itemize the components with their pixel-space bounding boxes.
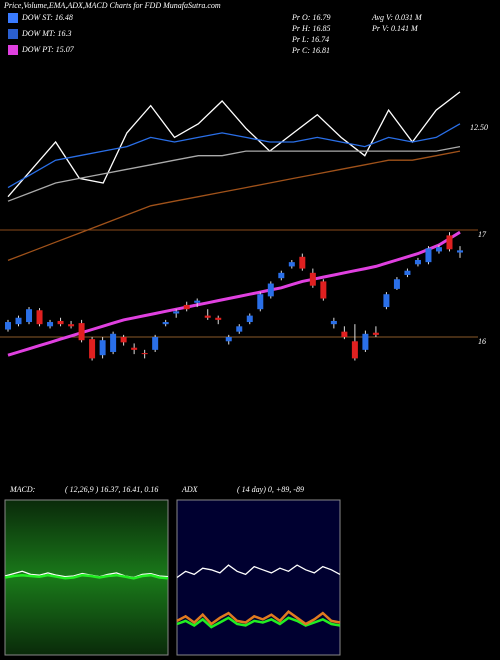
adx-panel xyxy=(176,499,341,656)
panel-subtitle: ( 12,26,9 ) 16.37, 16.41, 0.16 xyxy=(65,485,158,494)
chart-title: Price,Volume,EMA,ADX,MACD Charts for FDD… xyxy=(3,1,221,10)
series-line xyxy=(7,150,461,262)
volume-info: Pr V: 0.141 M xyxy=(371,24,419,33)
candle-body xyxy=(152,337,159,350)
series-line xyxy=(7,145,461,202)
candle-body xyxy=(257,294,264,310)
candle-body xyxy=(425,248,432,263)
candle-body xyxy=(457,250,463,253)
candle-body xyxy=(26,309,33,323)
panel-title: MACD: xyxy=(9,485,36,494)
series-line xyxy=(176,609,341,626)
candle-body xyxy=(194,300,201,303)
candle-body xyxy=(89,339,96,359)
series-line xyxy=(7,91,461,198)
candle-body xyxy=(78,323,85,341)
candle-body xyxy=(404,270,411,275)
candle-body xyxy=(99,340,106,356)
price-info: Pr H: 16.85 xyxy=(291,24,330,33)
candle-body xyxy=(414,260,421,265)
series-line xyxy=(176,564,341,579)
candle-body xyxy=(383,294,390,308)
candle-body xyxy=(173,311,180,314)
legend-label: DOW PT: 15.07 xyxy=(21,45,75,54)
legend-label: DOW ST: 16.48 xyxy=(21,13,73,22)
candle-body xyxy=(372,332,379,335)
candle-body xyxy=(309,272,316,286)
candle-body xyxy=(141,353,148,355)
price-info: Pr C: 16.81 xyxy=(291,46,330,55)
candle-body xyxy=(47,322,54,327)
y-tick-label: 16 xyxy=(478,337,486,346)
candle-body xyxy=(110,333,117,352)
candle-body xyxy=(320,281,327,299)
candle-body xyxy=(393,279,400,289)
panel-title: ADX xyxy=(181,485,199,494)
candle-body xyxy=(36,310,43,325)
volume-info: Avg V: 0.031 M xyxy=(371,13,423,22)
candle-body xyxy=(236,326,243,332)
candle-body xyxy=(120,337,127,343)
candle-body xyxy=(299,256,306,269)
legend-swatch xyxy=(8,45,18,55)
candle-body xyxy=(57,320,64,325)
candle-body xyxy=(446,235,453,250)
y-tick-label: 17 xyxy=(478,230,487,239)
candle-body xyxy=(225,337,232,342)
candle-body xyxy=(131,347,138,350)
candle-body xyxy=(341,331,348,338)
candle-body xyxy=(162,322,169,325)
candle-body xyxy=(435,247,442,252)
candle-body xyxy=(246,315,253,323)
series-line xyxy=(176,616,341,629)
candle-body xyxy=(278,272,285,279)
legend-swatch xyxy=(8,29,18,39)
macd-panel xyxy=(4,499,169,656)
legend-swatch xyxy=(8,13,18,23)
series-line xyxy=(4,573,169,580)
candle-body xyxy=(5,322,11,330)
candle-body xyxy=(362,333,369,350)
price-info: Pr O: 16.79 xyxy=(291,13,330,22)
series-line xyxy=(7,123,461,189)
price-info: Pr L: 16.74 xyxy=(291,35,329,44)
panel-subtitle: ( 14 day) 0, +89, -89 xyxy=(237,485,304,494)
candle-body xyxy=(68,324,75,327)
legend-label: DOW MT: 16.3 xyxy=(21,29,72,38)
candle-body xyxy=(15,317,22,325)
candle-body xyxy=(330,320,337,325)
candle-body xyxy=(351,341,358,359)
candle-body xyxy=(183,304,190,310)
candle-body xyxy=(215,317,222,320)
candle-body xyxy=(288,262,295,267)
candle-body xyxy=(267,283,274,297)
candle-body xyxy=(204,315,211,318)
y-tick-label: 12.50 xyxy=(470,123,488,132)
